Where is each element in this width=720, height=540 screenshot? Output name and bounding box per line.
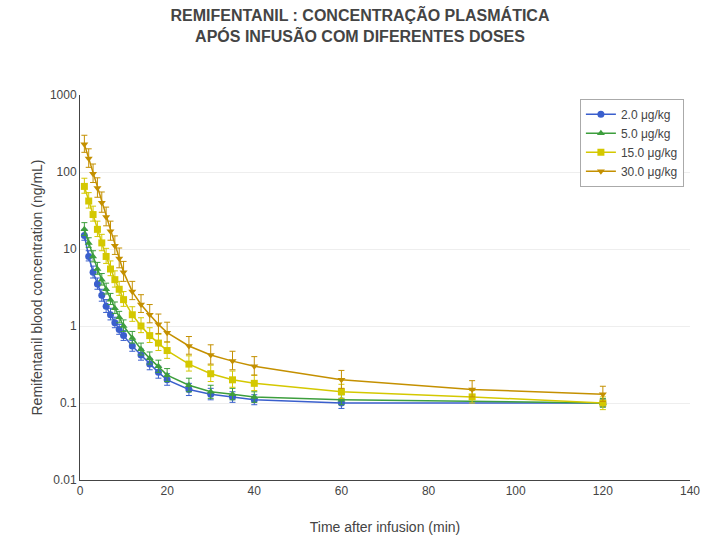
svg-text:60: 60 bbox=[335, 484, 349, 498]
svg-text:15.0 μg/kg: 15.0 μg/kg bbox=[621, 146, 677, 160]
svg-text:30.0 μg/kg: 30.0 μg/kg bbox=[621, 165, 677, 179]
svg-text:REMIFENTANIL : CONCENTRAÇÃO PL: REMIFENTANIL : CONCENTRAÇÃO PLASMÁTICAAP… bbox=[171, 5, 550, 45]
svg-text:1000: 1000 bbox=[50, 88, 77, 102]
svg-text:0.1: 0.1 bbox=[60, 396, 77, 410]
svg-text:1: 1 bbox=[70, 319, 77, 333]
svg-text:2.0 μg/kg: 2.0 μg/kg bbox=[621, 108, 671, 122]
svg-text:120: 120 bbox=[593, 484, 613, 498]
svg-text:0.01: 0.01 bbox=[53, 473, 77, 487]
svg-text:Time after infusion (min): Time after infusion (min) bbox=[310, 519, 460, 535]
svg-text:0: 0 bbox=[77, 484, 84, 498]
svg-text:40: 40 bbox=[248, 484, 262, 498]
svg-text:100: 100 bbox=[506, 484, 526, 498]
svg-text:5.0 μg/kg: 5.0 μg/kg bbox=[621, 127, 671, 141]
svg-text:20: 20 bbox=[160, 484, 174, 498]
svg-text:80: 80 bbox=[422, 484, 436, 498]
svg-text:100: 100 bbox=[57, 165, 77, 179]
svg-text:Remifentanil blood concentrati: Remifentanil blood concentration (ng/mL) bbox=[29, 159, 45, 415]
svg-text:140: 140 bbox=[680, 484, 700, 498]
svg-text:10: 10 bbox=[63, 242, 77, 256]
